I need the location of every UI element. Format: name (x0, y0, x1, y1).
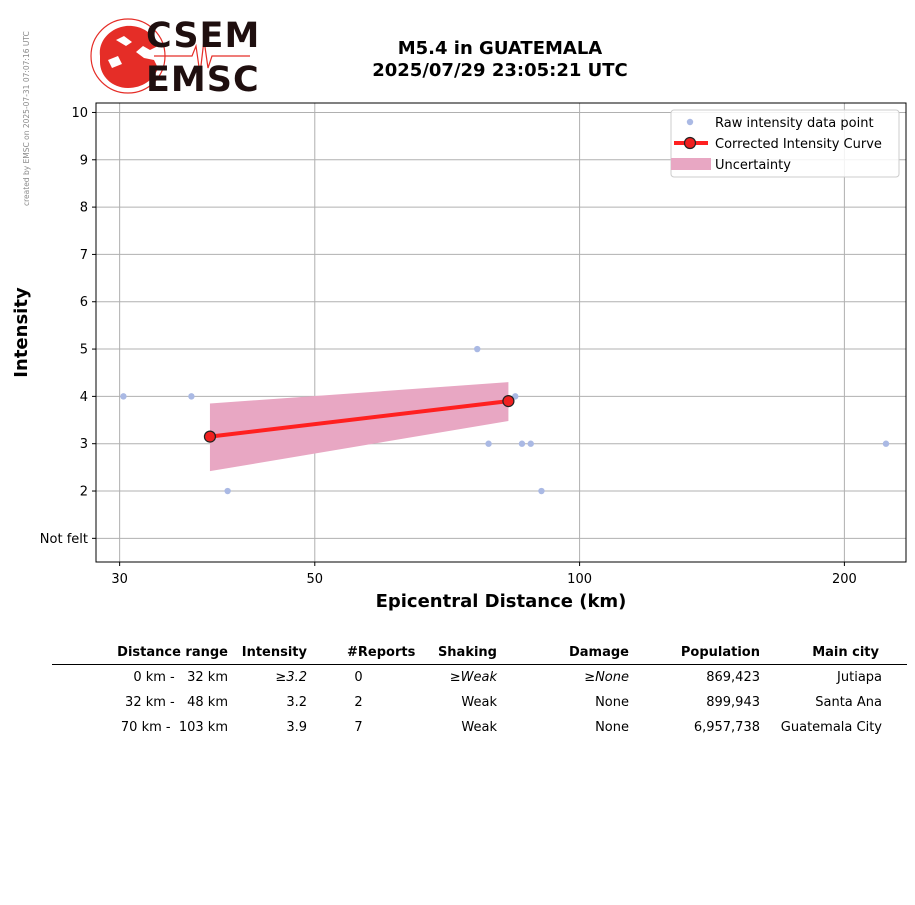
cell-population: 899,943 (706, 695, 760, 710)
header-population: Population (680, 644, 760, 660)
chart-title: M5.4 in GUATEMALA 2025/07/29 23:05:21 UT… (300, 38, 700, 82)
x-tick-label: 100 (567, 572, 592, 587)
table-row: 0 km - 32 km ≥3.2 0 ≥Weak ≥None 869,423 … (52, 665, 907, 690)
chart-title-line2: 2025/07/29 23:05:21 UTC (372, 60, 628, 81)
legend-box (670, 109, 900, 178)
intensity-chart: Not felt 2 3 4 5 6 7 8 9 10 30 50 100 200 Epicentral D… (11, 102, 907, 612)
cell-city: Santa Ana (815, 695, 882, 710)
legend-curve-marker (683, 136, 697, 150)
header-intensity: Intensity (241, 644, 307, 660)
cell-reports: 7 (354, 720, 363, 735)
cell-population: 869,423 (706, 670, 760, 685)
globe-logo-icon (90, 18, 250, 94)
y-tick-label: 5 (80, 343, 88, 358)
cell-range: 70 km - 103 km (120, 720, 228, 735)
legend-label: Raw intensity data point (715, 116, 874, 131)
cell-intensity: ≥3.2 (275, 670, 307, 685)
raw-data-point (518, 440, 526, 447)
table-row: 70 km - 103 km 3.9 7 Weak None 6,957,738… (52, 715, 907, 740)
logo-text-emsc: EMSC (146, 60, 260, 100)
cell-intensity: 3.9 (286, 720, 307, 735)
y-tick-label: 7 (80, 248, 88, 263)
raw-data-point (512, 393, 519, 400)
logo-text-csem: CSEM (146, 16, 261, 56)
legend-label: Corrected Intensity Curve (715, 137, 882, 152)
raw-data-point (188, 393, 195, 400)
chart-title-line1: M5.4 in GUATEMALA (397, 38, 603, 59)
y-tick-label: 4 (80, 390, 88, 405)
raw-data-point (120, 393, 127, 400)
cell-damage: None (595, 720, 629, 735)
plot-frame (95, 102, 907, 563)
raw-data-point (224, 487, 231, 495)
cell-city: Guatemala City (780, 720, 882, 735)
header-reports: #Reports (347, 644, 416, 660)
cell-reports: 2 (354, 695, 363, 710)
header-distance-range: Distance range (117, 644, 228, 660)
y-tick-label: 2 (80, 485, 88, 500)
cell-shaking: Weak (461, 695, 497, 710)
header-shaking: Shaking (437, 644, 497, 660)
y-tick-label: 6 (80, 295, 88, 310)
header-damage: Damage (568, 644, 629, 660)
curve-marker (203, 430, 217, 443)
y-tick-label: 9 (80, 153, 88, 168)
header-main-city: Main city (812, 644, 879, 660)
cell-population: 6,957,738 (693, 720, 760, 735)
cell-shaking: ≥Weak (449, 670, 497, 685)
y-tick-label: 10 (71, 106, 88, 121)
y-tick-label: 3 (80, 437, 88, 452)
x-tick-label: 30 (111, 572, 128, 587)
cell-intensity: 3.2 (286, 695, 307, 710)
cell-range: 32 km - 48 km (125, 695, 228, 710)
raw-data-point (485, 440, 492, 447)
curve-marker (502, 395, 515, 408)
raw-data-point (527, 440, 534, 447)
intensity-table: Distance range Intensity #Reports Shakin… (52, 640, 907, 740)
table-row: 32 km - 48 km 3.2 2 Weak None 899,943 Sa… (52, 690, 907, 715)
table-header-row: Distance range Intensity #Reports Shakin… (52, 640, 907, 665)
cell-city: Jutiapa (837, 670, 882, 685)
raw-data-point (474, 345, 481, 353)
legend-band-swatch (671, 158, 711, 170)
csem-emsc-logo: CSEM EMSC (88, 16, 261, 100)
uncertainty-band (209, 382, 509, 472)
y-tick-label: Not felt (40, 532, 88, 547)
cell-damage: ≥None (584, 670, 629, 685)
cell-damage: None (595, 695, 629, 710)
y-axis-label: Intensity (11, 287, 32, 378)
legend-raw-marker (686, 118, 694, 126)
raw-data-point (538, 487, 545, 495)
cell-reports: 0 (354, 670, 363, 685)
corrected-intensity-line (209, 399, 509, 439)
raw-data-point (882, 440, 890, 447)
legend-label: Uncertainty (715, 158, 791, 173)
cell-shaking: Weak (461, 720, 497, 735)
x-axis-label: Epicentral Distance (km) (376, 591, 627, 612)
x-tick-label: 200 (832, 572, 857, 587)
cell-range: 0 km - 32 km (133, 670, 228, 685)
y-tick-label: 8 (80, 201, 88, 216)
x-tick-label: 50 (307, 572, 324, 587)
